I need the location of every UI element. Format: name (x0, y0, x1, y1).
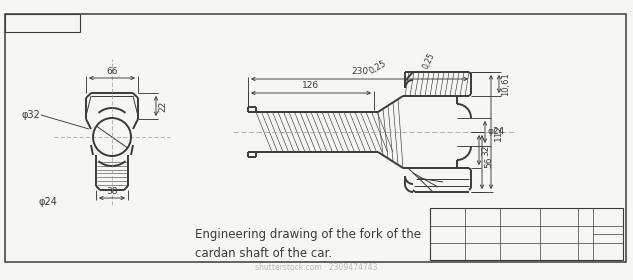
Text: 0,25: 0,25 (421, 51, 436, 70)
Text: 10,61: 10,61 (501, 72, 510, 96)
Text: 66: 66 (106, 67, 118, 76)
Text: φ24: φ24 (487, 127, 505, 137)
Text: 32: 32 (482, 144, 491, 156)
Text: Engineering drawing of the fork of the
cardan shaft of the car.: Engineering drawing of the fork of the c… (195, 228, 421, 260)
Text: 112: 112 (494, 123, 503, 141)
Text: φ32: φ32 (21, 110, 40, 120)
Text: 22: 22 (158, 100, 168, 112)
Bar (5, 14, 80, 32)
Text: 56: 56 (484, 156, 494, 168)
Text: φ24: φ24 (38, 197, 57, 207)
Text: shutterstock.com · 2309474743: shutterstock.com · 2309474743 (254, 263, 377, 272)
Text: 126: 126 (303, 81, 320, 90)
Text: 230: 230 (351, 67, 368, 76)
Text: 0,25: 0,25 (368, 59, 389, 76)
Text: 38: 38 (106, 186, 118, 195)
Bar (430, 208, 623, 260)
Bar (5, 14, 626, 262)
